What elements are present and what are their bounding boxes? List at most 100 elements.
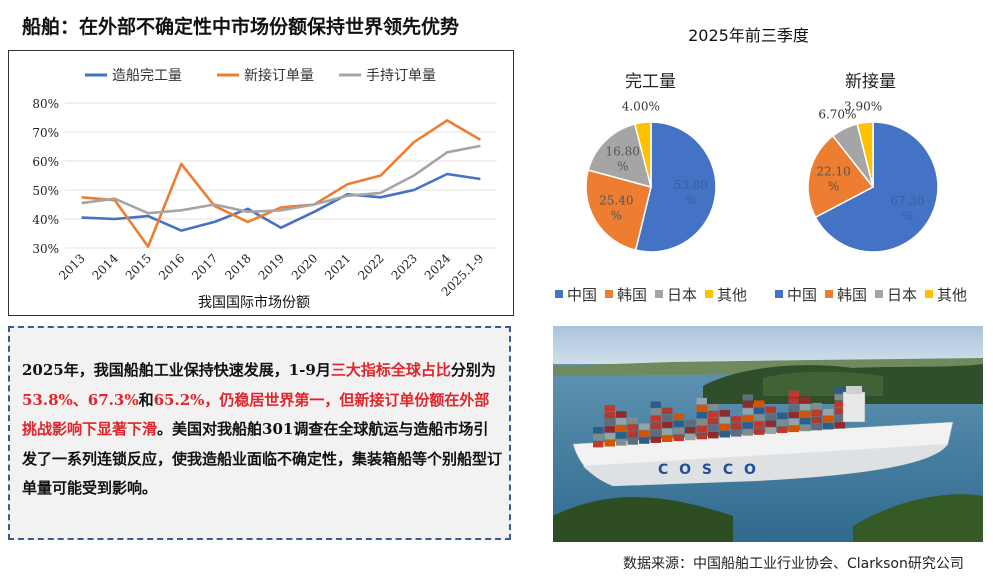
container-block xyxy=(604,412,615,419)
container-block xyxy=(662,407,673,414)
pie-title-new-orders: 新接量 xyxy=(845,72,896,92)
container-block xyxy=(604,405,615,412)
container-block xyxy=(834,387,845,394)
summary-text-3: 和 xyxy=(138,390,154,409)
legend-item: 韩国 xyxy=(825,286,867,304)
container-block xyxy=(788,411,799,419)
ship-hull-text: C O S C O xyxy=(658,462,759,478)
container-block xyxy=(777,412,788,419)
series-line xyxy=(81,119,482,248)
legend-swatch xyxy=(875,290,884,298)
container-block xyxy=(685,433,696,441)
container-block xyxy=(627,438,638,445)
legend-swatch xyxy=(605,290,614,298)
container-block xyxy=(662,421,673,428)
y-tick-label: 80% xyxy=(32,97,59,111)
summary-text-box: 2025年，我国船舶工业保持快速发展，1-9月三大指标全球占比分别为 53.8%、… xyxy=(8,326,511,540)
container-block xyxy=(719,431,730,438)
x-tick-label: 2021 xyxy=(322,251,353,282)
container-block xyxy=(754,400,765,407)
legend-item: 日本 xyxy=(875,286,917,304)
y-tick-label: 30% xyxy=(32,242,59,256)
pie-slice xyxy=(814,121,939,253)
container-block xyxy=(708,432,719,439)
container-block xyxy=(765,406,776,413)
container-block xyxy=(834,408,845,415)
pie-data-label: 16.80% xyxy=(606,144,640,173)
container-block xyxy=(754,407,765,414)
container-block xyxy=(777,426,788,433)
legend-swatch xyxy=(705,290,714,298)
container-block xyxy=(742,429,753,436)
line-chart-svg: 30%40%50%60%70%80%2013 2014 2015 2016 2017 20… xyxy=(32,67,497,311)
legend-swatch xyxy=(655,290,664,298)
container-block xyxy=(834,422,845,429)
container-block xyxy=(834,394,845,401)
container-block xyxy=(616,439,627,446)
container-block xyxy=(788,397,799,405)
legend-label: 韩国 xyxy=(837,286,868,304)
legend-label: 造船完工量 xyxy=(112,68,182,84)
container-block xyxy=(800,403,811,411)
pie-title-completion: 完工量 xyxy=(625,72,676,92)
container-block xyxy=(731,416,742,423)
cosco-ship-photo: C O S C O xyxy=(553,326,983,542)
market-share-line-chart: 30% 40% 50% 60% 70% 80% 2013 2014 2015 2016 2017 20… xyxy=(8,50,514,316)
pie-legend-new-orders: 中国 韩国 日本 其他 xyxy=(775,284,975,305)
container-block xyxy=(731,423,742,430)
legend-label: 中国 xyxy=(787,286,818,304)
container-block xyxy=(604,440,615,447)
summary-text-1: 2025年，我国船舶工业保持快速发展，1-9月 xyxy=(22,361,331,379)
container-block xyxy=(811,409,822,417)
summary-highlight-1: 三大指标全球占比 xyxy=(330,361,451,379)
container-stacks xyxy=(593,387,845,448)
container-block xyxy=(742,415,753,422)
x-tick-label: 2016 xyxy=(156,251,187,282)
series-line xyxy=(81,172,481,232)
container-block xyxy=(639,423,650,430)
container-block xyxy=(742,422,753,429)
container-block xyxy=(800,424,811,432)
container-block xyxy=(811,423,822,431)
legend-item: 其他 xyxy=(705,286,747,304)
legend-label: 日本 xyxy=(667,286,698,304)
container-block xyxy=(719,410,730,417)
container-block xyxy=(788,390,799,398)
container-block xyxy=(742,394,753,401)
container-block xyxy=(788,418,799,426)
legend-label: 其他 xyxy=(937,286,968,304)
y-tick-label: 70% xyxy=(32,126,59,140)
container-block xyxy=(673,413,684,421)
container-block xyxy=(800,396,811,404)
legend-swatch xyxy=(775,290,783,298)
x-tick-label: 2014 xyxy=(89,251,121,283)
container-block xyxy=(627,417,638,424)
summary-highlight-2: 53.8%、67.3% xyxy=(22,390,139,409)
container-block xyxy=(754,421,765,428)
page-title: 船舶：在外部不确定性中市场份额保持世界领先优势 xyxy=(22,16,460,38)
legend-label: 新接订单量 xyxy=(244,67,314,84)
x-tick-label: 2023 xyxy=(389,251,420,282)
summary-highlight-4: ， xyxy=(204,390,220,409)
line-chart-title: 我国国际市场份额 xyxy=(198,294,310,311)
container-block xyxy=(685,419,696,427)
container-block xyxy=(696,397,707,405)
container-block xyxy=(650,422,661,429)
container-block xyxy=(673,434,684,442)
container-block xyxy=(616,432,627,439)
container-block xyxy=(696,418,707,426)
container-block xyxy=(593,427,604,434)
pie-data-label: 53.80% xyxy=(674,178,708,207)
ship-photo-svg: C O S C O xyxy=(553,326,983,542)
legend-label: 日本 xyxy=(887,286,918,304)
container-block xyxy=(616,425,627,432)
container-block xyxy=(639,437,650,444)
container-block xyxy=(696,404,707,412)
legend-label: 其他 xyxy=(717,286,748,304)
legend-item: 中国 xyxy=(775,286,817,304)
container-block xyxy=(696,425,707,433)
legend-item: 中国 xyxy=(555,286,597,304)
pie-slice xyxy=(856,121,874,188)
y-tick-label: 50% xyxy=(32,184,59,198)
container-block xyxy=(685,426,696,434)
